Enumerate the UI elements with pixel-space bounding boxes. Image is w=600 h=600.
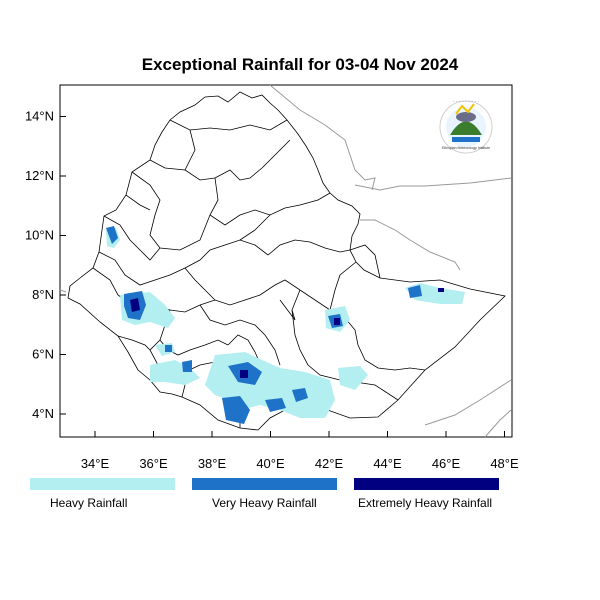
ethiopian-meteorology-institute-logo: · · · · · · · · · Ethiopian Meteorology … (439, 99, 493, 154)
legend-label-heavy: Heavy Rainfall (50, 496, 128, 510)
lat-tick-label: 4°N (32, 406, 54, 421)
legend-swatch-extremely-heavy (354, 478, 499, 490)
lon-tick-label: 46°E (432, 456, 461, 471)
lat-tick-label: 14°N (25, 109, 54, 124)
longitude-axis: 34°E 36°E 38°E 40°E 42°E 44°E 46°E 48°E (81, 431, 519, 471)
lon-tick-label: 48°E (490, 456, 519, 471)
latitude-axis: 14°N 12°N 10°N 8°N 6°N 4°N (25, 109, 66, 421)
lat-tick-label: 6°N (32, 347, 54, 362)
lon-tick-label: 44°E (373, 456, 402, 471)
rainfall-heavy (106, 228, 465, 418)
rainfall-extremely-heavy (130, 288, 444, 378)
lon-tick-label: 38°E (198, 456, 227, 471)
neighbor-boundaries (59, 84, 512, 438)
svg-text:· · · · · · · · ·: · · · · · · · · · (453, 99, 479, 105)
svg-text:Ethiopian Meteorology Institut: Ethiopian Meteorology Institute (442, 146, 490, 150)
map-frame (59, 84, 513, 438)
map-title: Exceptional Rainfall for 03-04 Nov 2024 (141, 55, 459, 74)
legend-label-very-heavy: Very Heavy Rainfall (212, 496, 317, 510)
lon-tick-label: 36°E (139, 456, 168, 471)
legend-swatch-very-heavy (192, 478, 337, 490)
lon-tick-label: 42°E (315, 456, 344, 471)
legend-swatch-heavy (30, 478, 175, 490)
legend-label-extremely-heavy: Extremely Heavy Rainfall (358, 496, 493, 510)
region-boundaries (67, 91, 506, 431)
lon-tick-label: 34°E (81, 456, 110, 471)
lat-tick-label: 8°N (32, 287, 54, 302)
lat-tick-label: 12°N (25, 168, 54, 183)
lat-tick-label: 10°N (25, 228, 54, 243)
lon-tick-label: 40°E (256, 456, 285, 471)
